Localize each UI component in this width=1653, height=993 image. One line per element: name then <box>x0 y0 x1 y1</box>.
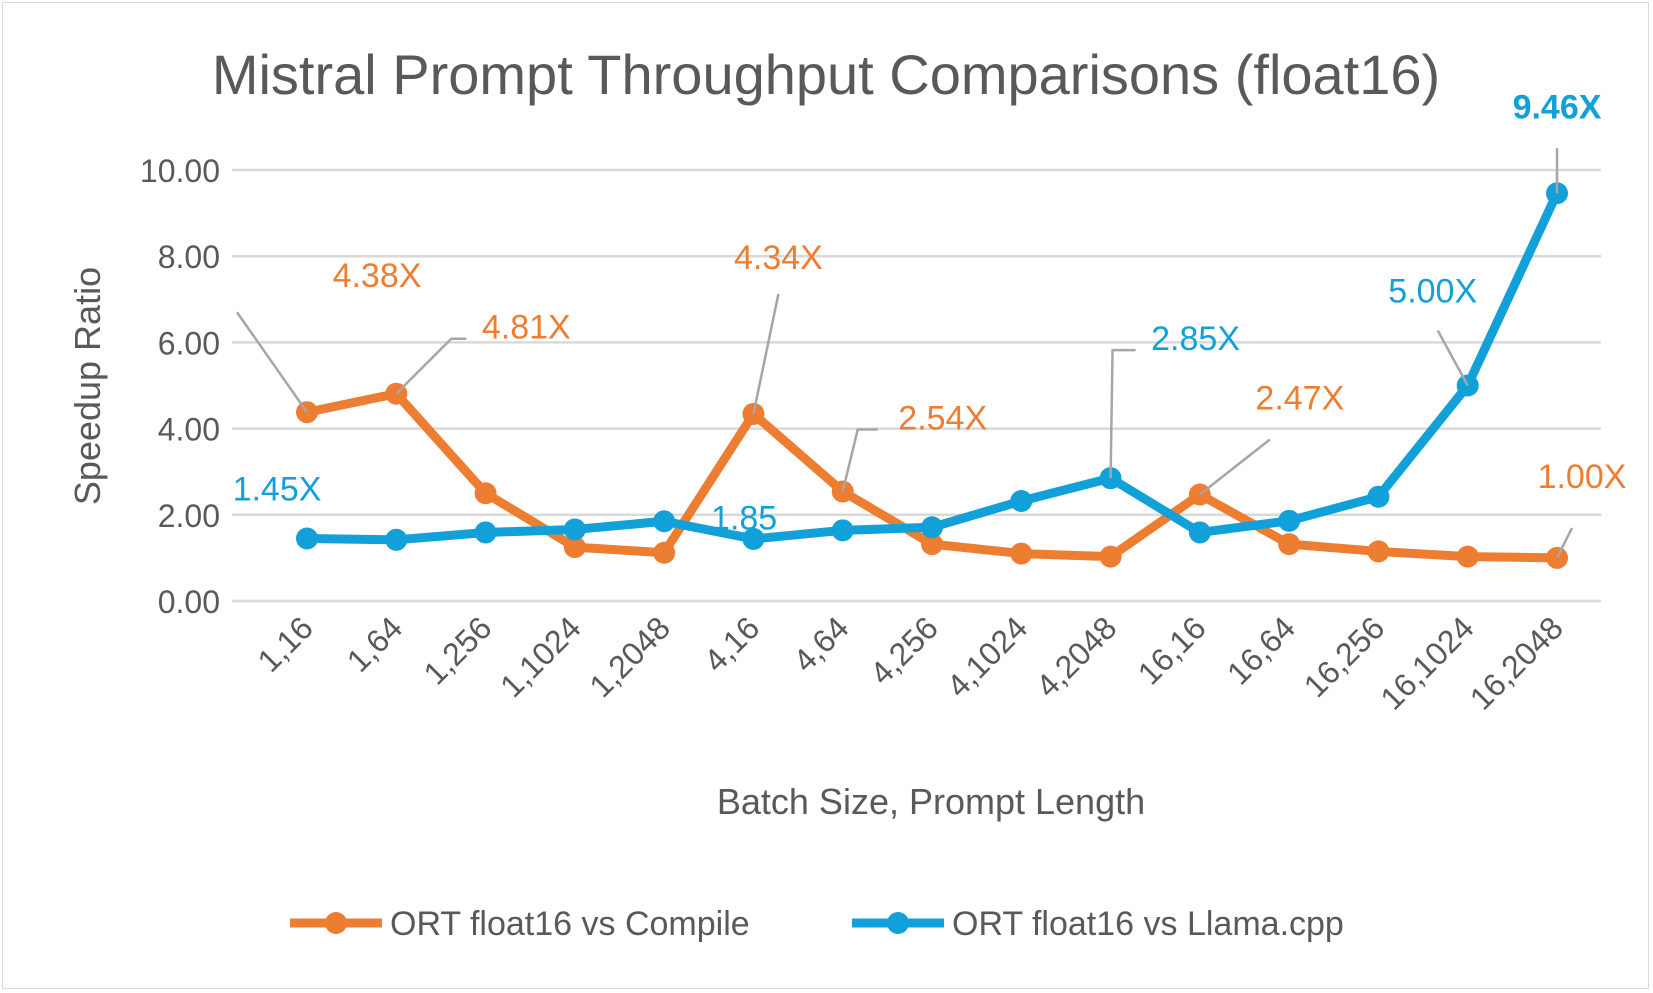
data-label: 2.85X <box>1151 320 1240 358</box>
y-tick-label: 4.00 <box>158 412 220 448</box>
data-point <box>1367 540 1390 563</box>
legend-label: ORT float16 vs Compile <box>390 905 750 943</box>
leader-line <box>395 337 467 395</box>
data-label: 1.00X <box>1538 458 1627 496</box>
data-label: 2.47X <box>1255 380 1344 418</box>
x-tick-label: 1,1024 <box>493 609 588 704</box>
x-tick-label: 1,256 <box>416 609 498 691</box>
data-point <box>474 482 497 505</box>
x-axis-label: Batch Size, Prompt Length <box>717 781 1145 822</box>
legend-marker <box>887 912 909 934</box>
leader-line <box>1109 348 1136 479</box>
data-point <box>1456 545 1479 568</box>
leader-line <box>235 311 309 413</box>
x-tick-label: 4,64 <box>786 609 855 678</box>
data-point <box>1099 545 1122 568</box>
leader-line <box>1199 438 1271 496</box>
y-tick-label: 10.00 <box>140 153 220 189</box>
legend-item: ORT float16 vs Compile <box>290 905 750 943</box>
data-label: 4.81X <box>482 309 571 347</box>
data-point <box>1188 521 1211 544</box>
data-point <box>742 527 765 550</box>
x-tick-label: 16,2048 <box>1463 609 1570 716</box>
y-tick-label: 6.00 <box>158 325 220 361</box>
data-point <box>921 516 943 539</box>
data-point <box>1367 485 1390 508</box>
data-point <box>296 527 318 550</box>
x-tick-label: 4,1024 <box>940 609 1035 704</box>
data-point <box>1010 542 1033 565</box>
x-tick-label: 1,64 <box>340 609 409 678</box>
data-point <box>385 528 408 551</box>
x-tick-label: 16,64 <box>1220 609 1302 691</box>
y-tick-label: 8.00 <box>158 239 220 275</box>
x-tick-label: 4,256 <box>863 609 945 691</box>
legend-label: ORT float16 vs Llama.cpp <box>952 905 1344 943</box>
leader-line <box>1555 527 1574 559</box>
data-point <box>1010 490 1033 513</box>
x-tick-label: 16,16 <box>1131 609 1213 691</box>
y-axis-label: Speedup Ratio <box>67 267 108 505</box>
data-point <box>563 518 586 541</box>
data-point <box>653 541 676 564</box>
x-tick-label: 4,2048 <box>1029 609 1124 704</box>
data-point <box>653 510 676 533</box>
data-label: 2.54X <box>898 400 987 438</box>
chart-title: Mistral Prompt Throughput Comparisons (f… <box>212 43 1440 106</box>
data-point <box>921 533 943 556</box>
data-label: 4.34X <box>734 239 823 277</box>
data-label: 1.45X <box>233 471 322 509</box>
data-label: 4.38X <box>333 257 422 295</box>
y-tick-label: 0.00 <box>158 584 220 620</box>
x-tick-label: 16,1024 <box>1373 609 1480 716</box>
leader-line <box>841 428 878 492</box>
data-label: 5.00X <box>1388 273 1477 311</box>
data-label: 1.85 <box>711 499 777 537</box>
data-point <box>831 519 854 542</box>
data-label: 9.46X <box>1513 88 1602 126</box>
leader-line <box>752 293 780 415</box>
legend-item: ORT float16 vs Llama.cpp <box>852 905 1344 943</box>
y-tick-label: 2.00 <box>158 498 220 534</box>
data-point <box>474 521 497 544</box>
data-point <box>1278 533 1301 556</box>
legend-marker <box>325 912 347 934</box>
data-point <box>1278 509 1301 532</box>
x-tick-label: 4,16 <box>697 609 766 678</box>
x-tick-label: 1,2048 <box>582 609 677 704</box>
x-tick-label: 1,16 <box>250 609 319 678</box>
data-point <box>563 536 586 559</box>
leader-line <box>1436 329 1469 387</box>
